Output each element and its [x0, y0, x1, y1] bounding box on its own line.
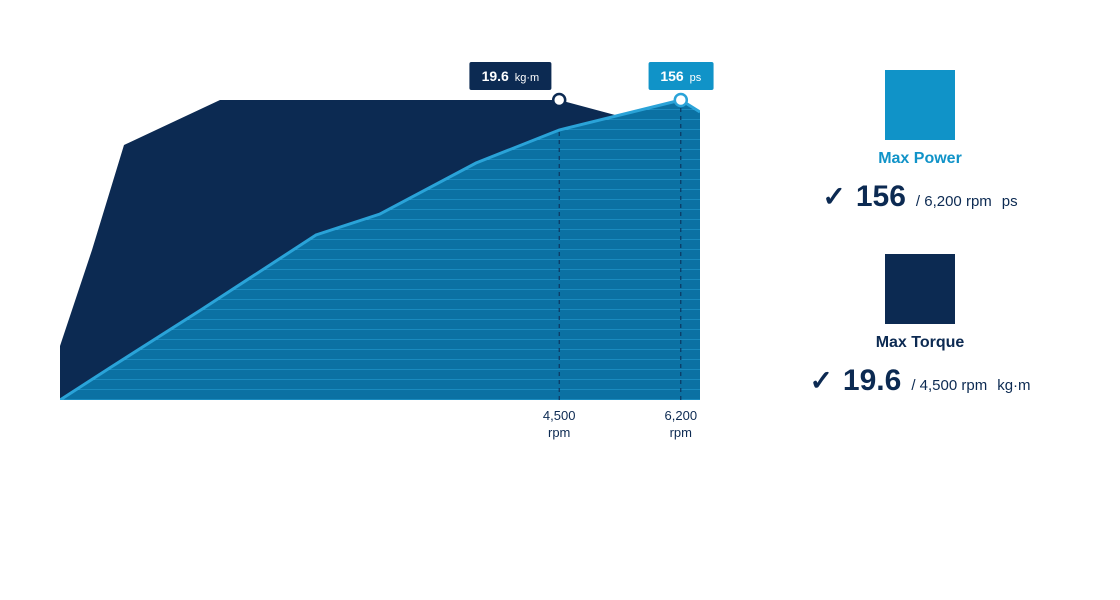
legend-item-power: Max Power ✓ 156 / 6,200 rpm ps	[780, 70, 1060, 214]
legend-title-torque: Max Torque	[876, 334, 965, 352]
power-rpm-unit: rpm	[665, 425, 698, 442]
torque-rpm-label: 4,500 rpm	[543, 408, 576, 442]
torque-badge-value: 19.6	[482, 68, 509, 84]
power-badge-unit: ps	[690, 72, 702, 84]
torque-unit: kg·m	[997, 377, 1030, 394]
torque-value: 19.6	[843, 364, 901, 398]
torque-badge: 19.6 kg·m	[470, 62, 552, 90]
torque-rpm: / 4,500 rpm	[911, 377, 987, 394]
torque-badge-unit: kg·m	[515, 72, 539, 84]
torque-rpm-unit: rpm	[543, 425, 576, 442]
check-icon: ✓	[809, 364, 832, 397]
power-swatch	[885, 70, 955, 140]
power-value: 156	[856, 180, 906, 214]
torque-value-row: ✓ 19.6 / 4,500 rpm kg·m	[809, 364, 1030, 398]
legend-item-torque: Max Torque ✓ 19.6 / 4,500 rpm kg·m	[780, 254, 1060, 398]
power-rpm: / 6,200 rpm	[916, 193, 992, 210]
legend-title-power: Max Power	[878, 150, 962, 168]
check-icon: ✓	[822, 180, 845, 213]
legend: Max Power ✓ 156 / 6,200 rpm ps Max Torqu…	[780, 40, 1060, 560]
chart-svg	[60, 40, 700, 420]
power-torque-chart: 19.6 kg·m 156 ps 4,500 rpm 6,200 rpm	[60, 40, 700, 560]
torque-swatch	[885, 254, 955, 324]
torque-rpm-value: 4,500	[543, 408, 576, 423]
power-rpm-label: 6,200 rpm	[665, 408, 698, 442]
power-value-row: ✓ 156 / 6,200 rpm ps	[822, 180, 1017, 214]
power-unit: ps	[1002, 193, 1018, 210]
power-rpm-value: 6,200	[665, 408, 698, 423]
power-badge: 156 ps	[648, 62, 713, 90]
power-badge-value: 156	[660, 68, 683, 84]
